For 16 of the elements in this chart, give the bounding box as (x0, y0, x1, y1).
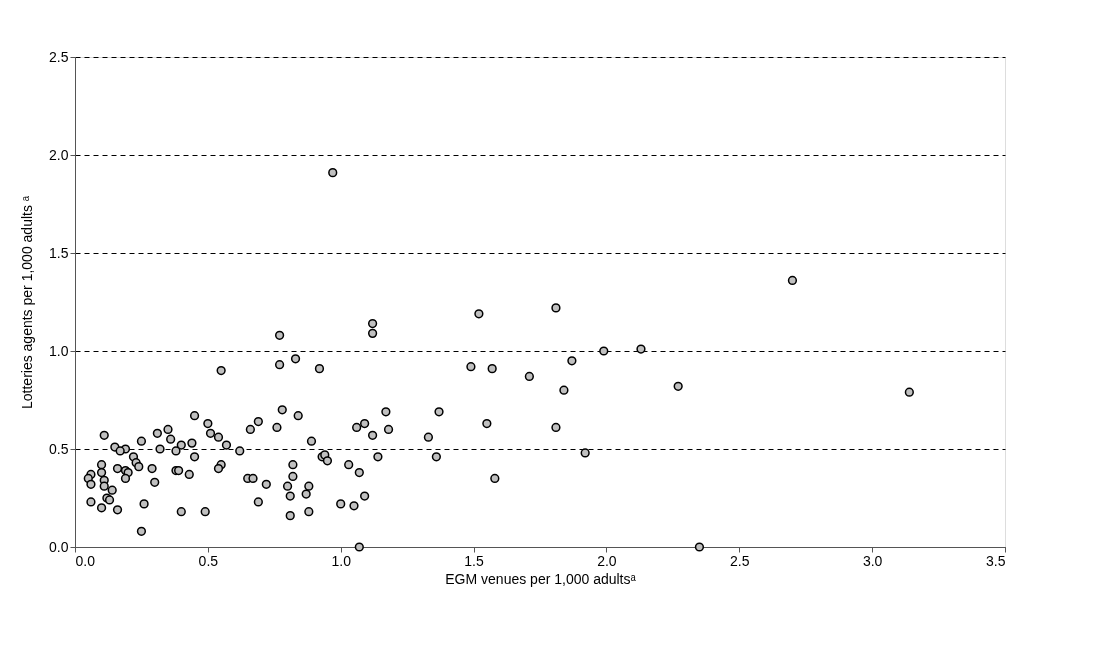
x-tick-label: 1.5 (464, 552, 485, 569)
x-tick-label: 2.5 (730, 552, 750, 569)
y-tick-label: 1.5 (49, 244, 69, 261)
x-tick-label: 3.0 (862, 552, 883, 569)
x-tick-label: 0.0 (75, 552, 96, 569)
y-tick-label: 2.0 (49, 146, 69, 163)
y-tick-label: 1.0 (49, 342, 69, 359)
x-tick-label: 2.0 (597, 552, 617, 569)
x-tick-label: 3.5 (986, 552, 1006, 569)
y-tick-label: 0.5 (49, 440, 69, 457)
y-tick-label: 2.5 (49, 48, 69, 65)
x-axis-title: EGM venues per 1,000 adultsᵃ (445, 570, 637, 587)
x-tick-label: 0.5 (198, 552, 219, 569)
y-tick-label: 0.0 (49, 538, 69, 555)
y-axis-title: Lotteries agents per 1,000 adults ᵃ (19, 195, 36, 410)
x-tick-label: 1.0 (331, 552, 352, 569)
